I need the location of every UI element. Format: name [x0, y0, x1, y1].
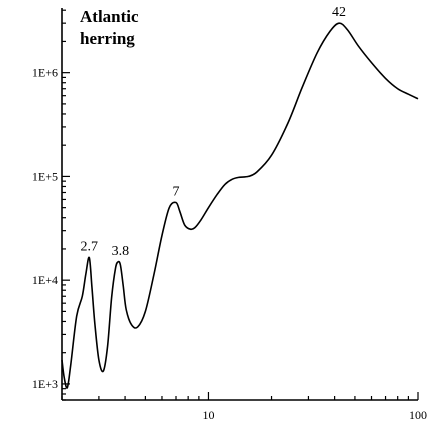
- y-tick-label: 1E+4: [32, 273, 58, 287]
- peak-label: 42: [332, 5, 346, 20]
- y-tick-label: 1E+3: [32, 377, 58, 391]
- series-line: [61, 22, 419, 389]
- chart-title-line-1: Atlantic: [80, 7, 139, 26]
- plot-area: 1E+3 1E+4 1E+5 1E+6 10 100 2.7 3.8 7 42: [32, 5, 427, 422]
- y-tick-label: 1E+6: [32, 66, 58, 80]
- y-tick-label: 1E+5: [32, 169, 58, 183]
- peak-label: 2.7: [81, 240, 99, 255]
- x-tick-label: 10: [202, 408, 214, 422]
- x-tick-label: 100: [409, 408, 427, 422]
- peak-label: 3.8: [112, 244, 130, 259]
- chart-title-line-2: herring: [80, 29, 135, 48]
- peak-label: 7: [173, 185, 180, 200]
